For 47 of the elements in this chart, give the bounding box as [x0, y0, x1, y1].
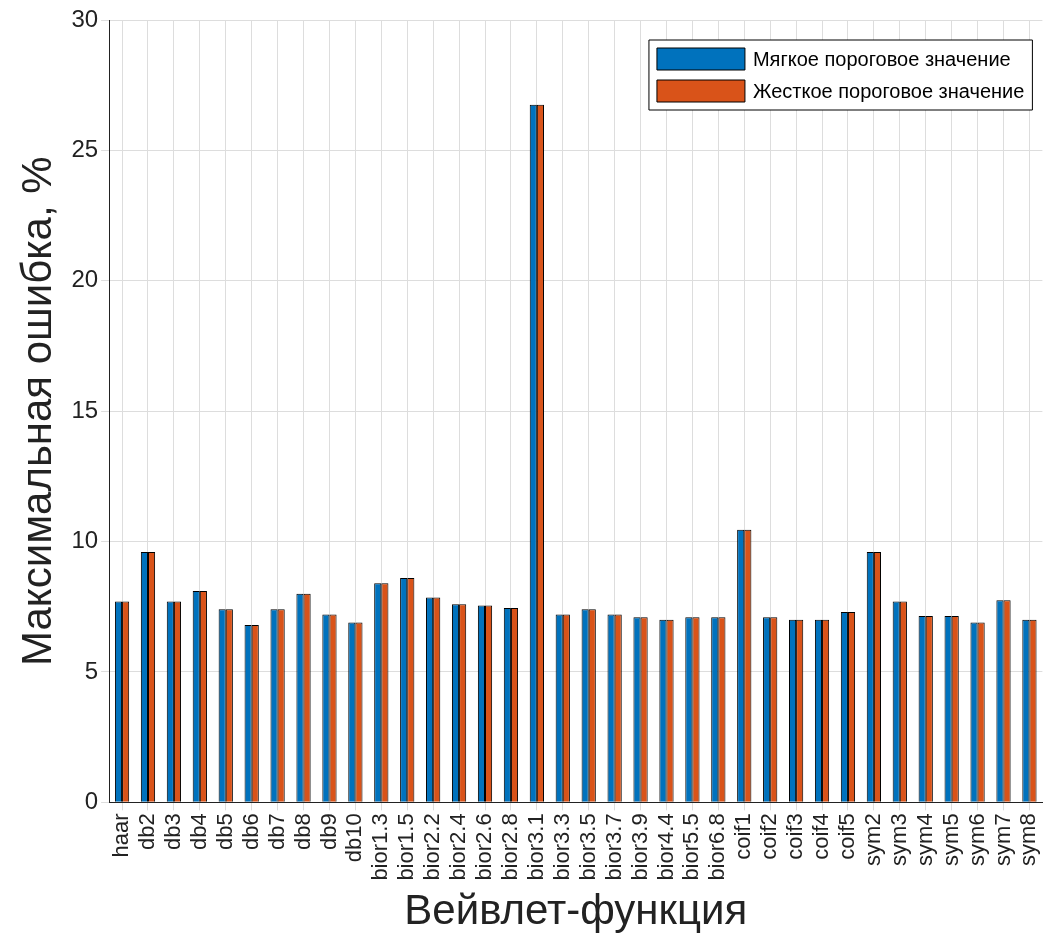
x-axis-title: Вейвлет-функция — [404, 886, 748, 934]
x-tick-label: bior4.4 — [652, 813, 678, 881]
x-tick-label: bior6.8 — [704, 813, 730, 881]
x-tick-label: coif1 — [730, 813, 756, 860]
x-tick-label: coif4 — [808, 813, 834, 860]
legend-label: Жесткое пороговое значение — [752, 79, 1025, 102]
x-tick-label: coif3 — [782, 813, 808, 860]
x-tick-label: sym7 — [989, 813, 1015, 866]
x-tick-label: db4 — [185, 813, 211, 851]
x-tick-label: db3 — [159, 813, 185, 851]
x-tick-label: haar — [108, 813, 134, 858]
x-tick-label: sym2 — [859, 813, 885, 866]
x-tick-label: coif5 — [834, 813, 860, 860]
x-tick-label: bior1.5 — [393, 813, 419, 881]
x-tick-label: db8 — [289, 813, 315, 851]
y-tick-label: 30 — [71, 4, 99, 32]
x-tick-label: bior3.9 — [626, 813, 652, 881]
x-tick-label: bior2.6 — [471, 813, 497, 881]
x-tick-label: bior1.3 — [367, 813, 393, 881]
x-tick-label: coif2 — [756, 813, 782, 860]
x-tick-label: bior3.7 — [600, 813, 626, 881]
x-tick-label: db2 — [134, 813, 160, 851]
y-tick-label: 5 — [84, 656, 99, 684]
x-tick-label: bior3.5 — [574, 813, 600, 881]
x-tick-label: bior2.8 — [497, 813, 522, 881]
y-tick-label: 0 — [84, 786, 99, 814]
x-tick-label: bior2.2 — [419, 813, 445, 881]
x-tick-label: sym8 — [1015, 813, 1041, 866]
x-tick-label: db7 — [263, 813, 289, 851]
x-tick-label: db9 — [315, 813, 341, 851]
x-tick-label: sym6 — [963, 813, 989, 866]
x-tick-label: db10 — [341, 813, 367, 863]
x-tick-label: bior3.3 — [548, 813, 574, 881]
y-tick-label: 25 — [71, 135, 99, 163]
x-tick-label: sym3 — [885, 813, 911, 866]
x-tick-label: bior2.4 — [445, 813, 471, 881]
y-tick-label: 10 — [71, 526, 99, 554]
y-tick-label: 20 — [71, 265, 99, 293]
x-tick-label: bior3.1 — [522, 813, 548, 881]
x-tick-label: sym4 — [911, 813, 937, 866]
x-tick-label: bior5.5 — [678, 813, 704, 881]
x-tick-label: sym5 — [937, 813, 963, 866]
x-tick-label: db6 — [237, 813, 263, 851]
y-axis-title: Максимальная ошибка, % — [12, 156, 60, 666]
legend-label: Мягкое пороговое значение — [752, 47, 1011, 70]
x-tick-label: db5 — [211, 813, 237, 851]
y-tick-label: 15 — [71, 395, 99, 423]
